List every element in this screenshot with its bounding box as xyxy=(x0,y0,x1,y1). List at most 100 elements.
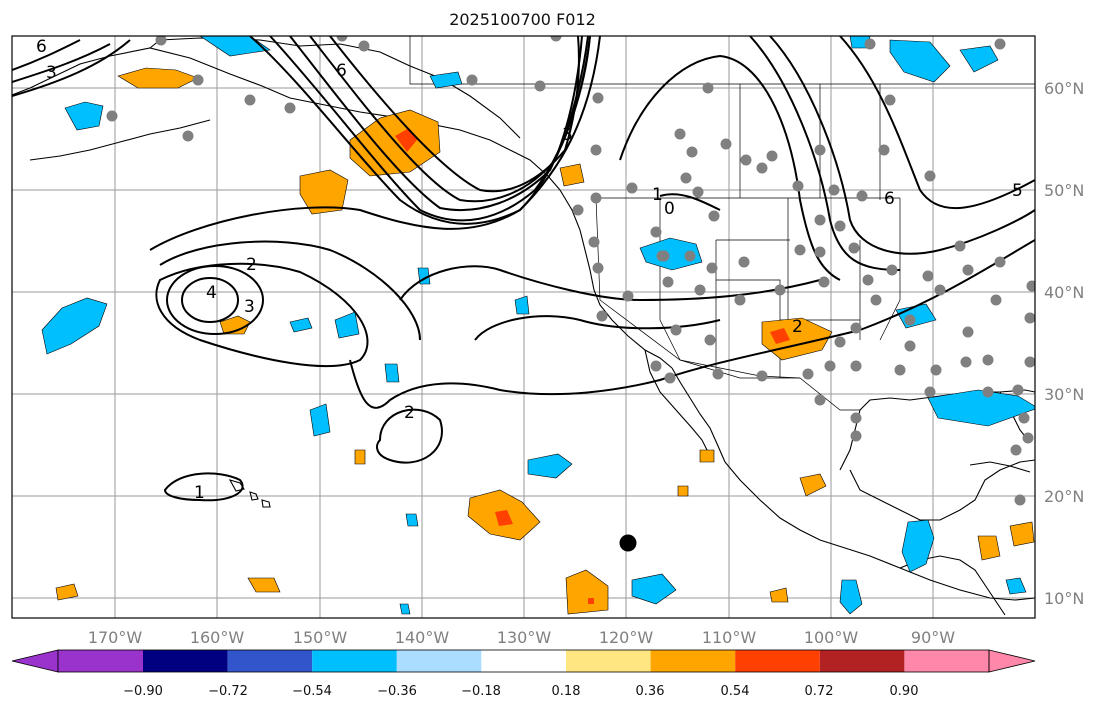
station-dot xyxy=(878,144,890,156)
lon-tick-label: 160°W xyxy=(190,628,245,647)
station-dot xyxy=(650,226,662,238)
station-dot xyxy=(284,102,296,114)
lat-tick-label: 20°N xyxy=(1044,487,1084,506)
station-dot xyxy=(1012,384,1024,396)
station-dot xyxy=(814,394,826,406)
colorbar-extend-low xyxy=(11,649,59,673)
colorbar-outline xyxy=(57,649,990,673)
colorbar-segment xyxy=(481,650,566,672)
station-dot xyxy=(656,250,668,262)
colorbar-segment xyxy=(566,650,651,672)
contour-label: 5 xyxy=(1012,181,1023,201)
station-dot xyxy=(954,240,966,252)
station-dot xyxy=(834,336,846,348)
colorbar-tick-label: −0.54 xyxy=(292,684,332,699)
station-dot xyxy=(818,276,830,288)
station-dot xyxy=(774,284,786,296)
station-dot xyxy=(850,412,862,424)
contour-label: 2 xyxy=(246,255,257,275)
station-dot xyxy=(182,130,194,142)
positive-shading xyxy=(55,67,1035,615)
station-dot xyxy=(862,274,874,286)
colorbar-segment xyxy=(735,650,820,672)
station-dot xyxy=(828,184,840,196)
station-dot xyxy=(720,138,732,150)
station-dot xyxy=(588,236,600,248)
colorbar-labels: −0.90 −0.72 −0.54 −0.36 −0.18 0.18 0.36 … xyxy=(123,684,918,699)
colorbar-tick-label: −0.90 xyxy=(123,684,163,699)
station-dot xyxy=(814,144,826,156)
latitude-labels: 10°N 20°N 30°N 40°N 50°N 60°N xyxy=(1044,79,1084,608)
station-dot xyxy=(1018,412,1030,424)
station-dot xyxy=(684,250,696,262)
station-dot xyxy=(650,360,662,372)
station-dot xyxy=(834,220,846,232)
colorbar-segment xyxy=(396,650,482,672)
colorbar-segment xyxy=(819,650,905,672)
station-dot xyxy=(590,192,602,204)
station-dot xyxy=(706,262,718,274)
station-dot xyxy=(192,74,204,86)
station-dot xyxy=(664,372,676,384)
station-dot xyxy=(670,324,682,336)
station-dot xyxy=(994,38,1006,50)
negative-shading xyxy=(41,36,1035,615)
station-dot xyxy=(1026,280,1035,292)
station-dot xyxy=(592,92,604,104)
station-dot xyxy=(904,314,916,326)
contour-label: 0 xyxy=(664,199,675,219)
station-dot xyxy=(856,190,868,202)
lat-tick-label: 60°N xyxy=(1044,79,1084,98)
colorbar-tick-label: −0.18 xyxy=(461,684,501,699)
station-dot xyxy=(766,150,778,162)
station-dot xyxy=(662,276,674,288)
station-dot xyxy=(572,204,584,216)
station-dot xyxy=(960,356,972,368)
contour-label: 2 xyxy=(792,317,803,337)
station-dot xyxy=(155,36,167,46)
station-dot xyxy=(686,146,698,158)
station-dot xyxy=(982,354,994,366)
station-dot xyxy=(1010,444,1022,456)
contour-label: 1 xyxy=(194,483,205,503)
station-dot xyxy=(596,310,608,322)
contour-label: 6 xyxy=(36,37,47,57)
station-dot xyxy=(848,242,860,254)
colorbar-tick-label: −0.36 xyxy=(377,684,417,699)
station-dot xyxy=(814,214,826,226)
station-dot xyxy=(622,290,634,302)
station-dot xyxy=(592,262,604,274)
lon-tick-label: 140°W xyxy=(395,628,450,647)
contour-label: 3 xyxy=(562,125,573,145)
station-markers xyxy=(106,36,1035,506)
colorbar-segment xyxy=(143,650,228,672)
station-dot xyxy=(802,368,814,380)
colorbar-tick-label: 0.72 xyxy=(805,684,834,699)
station-dot xyxy=(734,294,746,306)
plot-title: 2025100700 F012 xyxy=(449,10,596,29)
lon-tick-label: 170°W xyxy=(88,628,143,647)
colorbar-tick-label: 0.54 xyxy=(721,684,750,699)
lon-tick-label: 90°W xyxy=(911,628,955,647)
station-dot xyxy=(934,284,946,296)
station-dot xyxy=(694,284,706,296)
colorbar-extend-high xyxy=(988,649,1036,673)
station-dot xyxy=(756,370,768,382)
political-boundaries xyxy=(409,36,1035,411)
station-dot xyxy=(850,360,862,372)
colorbar-tick-label: −0.72 xyxy=(208,684,248,699)
contour-label: 3 xyxy=(244,297,255,317)
station-dot xyxy=(740,154,752,166)
station-dot xyxy=(924,170,936,182)
colorbar-tick-label: 0.18 xyxy=(552,684,581,699)
contour-label: 1 xyxy=(652,185,663,205)
lat-tick-label: 40°N xyxy=(1044,283,1084,302)
station-dot xyxy=(1024,356,1035,368)
station-dot xyxy=(864,38,876,50)
station-dot xyxy=(824,360,836,372)
station-dot xyxy=(590,144,602,156)
station-dot xyxy=(680,172,692,184)
station-dot xyxy=(990,294,1002,306)
station-dot xyxy=(674,128,686,140)
station-dot xyxy=(884,94,896,106)
